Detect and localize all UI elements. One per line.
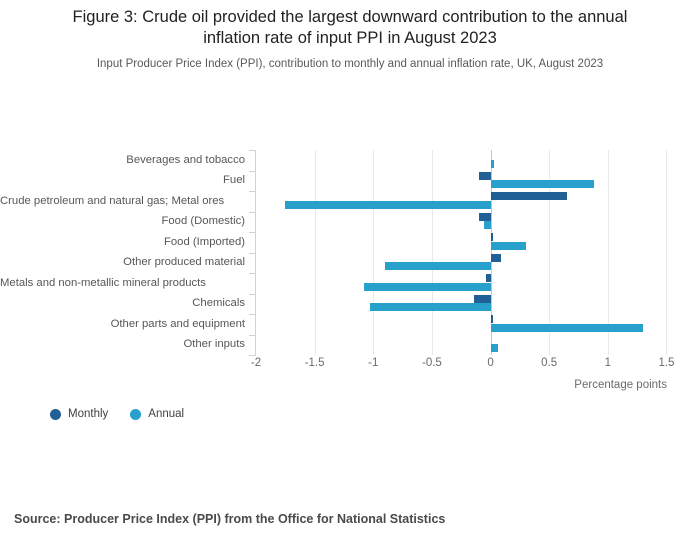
x-axis-tick-label: 0.5 (541, 357, 558, 369)
y-axis-tick (249, 252, 256, 254)
category-label: Other inputs (183, 338, 245, 351)
gridline (666, 150, 668, 355)
y-axis-tick (249, 273, 256, 274)
x-axis-tick-label: -1 (368, 357, 379, 369)
monthly-bar (490, 192, 567, 200)
category-label: Food (Imported) (164, 235, 245, 248)
plot-area (256, 150, 686, 355)
y-axis-tick (249, 293, 256, 295)
annual-bar (490, 241, 526, 250)
gridline (607, 150, 609, 355)
gridline (373, 150, 375, 355)
gridline (549, 150, 551, 355)
category-label: Metals and non-metallic mineral products (0, 276, 206, 289)
x-axis: -2 -1.5 -1 -0.5 0 0.5 1 1.5 (251, 357, 686, 371)
legend-annual-dot (130, 408, 142, 420)
x-axis-title: Percentage points (574, 379, 667, 391)
monthly-bar (490, 253, 502, 262)
legend-item-monthly[interactable]: Monthly (50, 408, 108, 420)
monthly-bar (478, 171, 491, 180)
annual-bar (490, 323, 643, 332)
y-axis-tick (249, 150, 256, 151)
monthly-bar (485, 274, 491, 282)
y-axis-tick (249, 191, 256, 192)
x-axis-tick-label: -0.5 (421, 357, 442, 369)
category-label: Crude petroleum and natural gas; Metal o… (0, 194, 225, 207)
monthly-bar (490, 315, 493, 323)
y-axis-tick (249, 211, 256, 213)
annual-bar (490, 159, 495, 168)
monthly-bar (474, 294, 491, 303)
figure-title: Figure 3: Crude oil provided the largest… (72, 8, 628, 47)
annual-bar (490, 344, 498, 353)
annual-bar (483, 221, 491, 230)
y-axis-tick (249, 232, 256, 233)
legend-item-annual[interactable]: Annual (130, 408, 184, 420)
category-label: Food (Domestic) (161, 215, 246, 228)
monthly-bar (478, 212, 491, 221)
x-axis-tick-label: -2 (250, 357, 262, 369)
x-axis-tick-label: 0 (487, 357, 494, 369)
annual-bar (385, 262, 491, 271)
annual-bar (285, 200, 491, 209)
legend-monthly-dot (50, 408, 61, 420)
y-axis-tick (249, 170, 256, 172)
legend-annual-label: Annual (148, 408, 185, 420)
zero-gridline (490, 150, 492, 355)
y-axis-tick (249, 355, 256, 356)
figure-subtitle: Input Producer Price Index (PPI), contri… (96, 58, 604, 70)
source-note: Source: Producer Price Index (PPI) from … (14, 512, 446, 526)
gridline (431, 150, 433, 355)
category-label: Chemicals (192, 297, 245, 310)
category-axis: Beverages and tobacco Fuel Crude petroleum… (0, 150, 245, 355)
x-axis-title-wrap: Percentage points (256, 379, 686, 393)
annual-bar (490, 180, 594, 189)
y-axis-tick (249, 334, 256, 336)
x-axis-tick-label: 1 (604, 357, 611, 369)
category-label: Other parts and equipment (110, 317, 245, 330)
annual-bar (363, 282, 491, 291)
category-label: Beverages and tobacco (126, 153, 245, 166)
legend: Monthly Annual (50, 408, 184, 420)
legend-monthly-label: Monthly (68, 408, 109, 420)
y-axis (249, 150, 256, 356)
category-label: Fuel (223, 174, 245, 187)
y-axis-tick (249, 314, 256, 315)
category-label: Other produced material (123, 256, 245, 269)
monthly-bar (490, 233, 493, 241)
gridline (314, 150, 316, 355)
annual-bar (369, 303, 491, 312)
x-axis-tick-label: -1.5 (304, 357, 325, 369)
x-axis-tick-label: 1.5 (658, 357, 675, 369)
